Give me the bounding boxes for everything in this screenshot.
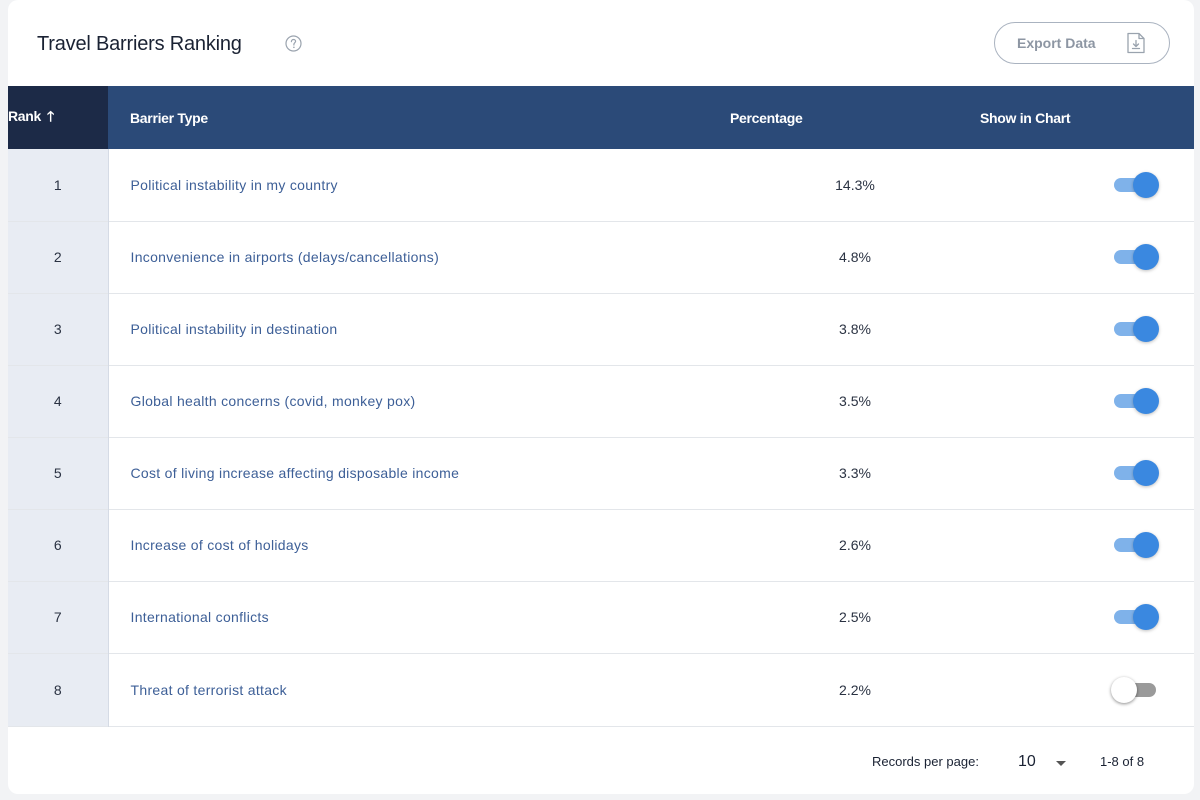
file-download-icon	[1126, 32, 1146, 54]
barrier-type-cell: Inconvenience in airports (delays/cancel…	[130, 249, 440, 265]
show-in-chart-toggle[interactable]	[1113, 604, 1159, 630]
travel-barriers-card: Travel Barriers Ranking Export Data	[8, 0, 1194, 794]
show-in-chart-cell	[980, 653, 1194, 726]
percentage-cell: 14.3%	[835, 176, 875, 193]
toggle-knob	[1133, 604, 1159, 630]
toggle-knob	[1133, 532, 1159, 558]
table-row: 4 Global health concerns (covid, monkey p…	[8, 365, 1194, 437]
show-in-chart-cell	[980, 365, 1194, 437]
show-in-chart-toggle[interactable]	[1113, 388, 1159, 414]
percentage-cell: 3.8%	[839, 321, 871, 337]
barrier-type-cell: Cost of living increase affecting dispos…	[130, 465, 460, 481]
barrier-type-cell: Political instability in my country	[130, 176, 338, 193]
rank-cell: 3	[8, 293, 109, 365]
rank-cell: 8	[8, 653, 109, 726]
barrier-type-cell: International conflicts	[130, 609, 269, 625]
rank-cell: 1	[8, 149, 109, 221]
show-in-chart-column-header[interactable]: Show in Chart	[980, 109, 1071, 126]
rank-cell: 5	[8, 437, 109, 509]
table-body: 1 Political instability in my country 14.3…	[8, 149, 1194, 726]
barrier-type-cell: Increase of cost of holidays	[130, 537, 309, 553]
help-icon[interactable]	[285, 35, 302, 52]
rank-cell: 2	[8, 221, 109, 293]
show-in-chart-toggle[interactable]	[1113, 460, 1159, 486]
show-in-chart-cell	[980, 509, 1194, 581]
toggle-knob	[1133, 316, 1159, 342]
page-size-value: 10	[1018, 753, 1036, 770]
card-title: Travel Barriers Ranking	[37, 33, 242, 55]
records-per-page-label: Records per page:	[872, 754, 979, 769]
export-data-label: Export Data	[1017, 35, 1096, 51]
show-in-chart-cell	[980, 149, 1194, 221]
table-row: 1 Political instability in my country 14.3…	[8, 149, 1194, 221]
caret-down-icon	[1056, 761, 1066, 766]
rank-cell: 7	[8, 581, 109, 653]
table-header-row: Rank 🡑 Barrier Type Percentage Show in Ch…	[8, 86, 1194, 149]
toggle-knob	[1111, 676, 1137, 703]
card-header: Travel Barriers Ranking Export Data	[8, 0, 1194, 86]
pagination-footer: Records per page: 10 1-8 of 8	[8, 730, 1194, 794]
rank-column-header[interactable]: Rank 🡑	[8, 86, 108, 149]
barrier-type-column-header[interactable]: Barrier Type	[130, 109, 208, 126]
rank-cell: 6	[8, 509, 109, 581]
show-in-chart-toggle[interactable]	[1113, 171, 1159, 198]
percentage-cell: 2.2%	[839, 681, 871, 698]
toggle-knob	[1133, 244, 1159, 270]
arrow-up-icon: 🡑	[47, 107, 55, 124]
table-row: 7 International conflicts 2.5%	[8, 581, 1194, 653]
percentage-cell: 2.5%	[839, 609, 871, 625]
percentage-cell: 2.6%	[839, 537, 871, 553]
percentage-cell: 4.8%	[839, 249, 871, 265]
barrier-type-cell: Global health concerns (covid, monkey po…	[130, 393, 416, 409]
table-row: 2 Inconvenience in airports (delays/cance…	[8, 221, 1194, 293]
table-row: 6 Increase of cost of holidays 2.6%	[8, 509, 1194, 581]
show-in-chart-toggle[interactable]	[1113, 316, 1159, 342]
page-size-select[interactable]: 10	[1018, 752, 1074, 774]
show-in-chart-cell	[980, 437, 1194, 509]
page-range: 1-8 of 8	[1100, 754, 1145, 769]
table-row: 3 Political instability in destination 3.8…	[8, 293, 1194, 365]
toggle-knob	[1133, 171, 1159, 198]
percentage-column-header[interactable]: Percentage	[730, 109, 803, 126]
table-row: 8 Threat of terrorist attack 2.2%	[8, 653, 1194, 726]
show-in-chart-cell	[980, 293, 1194, 365]
toggle-knob	[1133, 460, 1159, 486]
table-row: 5 Cost of living increase affecting dispo…	[8, 437, 1194, 509]
barriers-table: Rank 🡑 Barrier Type Percentage Show in Ch…	[8, 86, 1194, 727]
show-in-chart-cell	[980, 581, 1194, 653]
barrier-type-cell: Political instability in destination	[130, 321, 338, 337]
rank-cell: 4	[8, 365, 109, 437]
toggle-knob	[1133, 388, 1159, 414]
rank-header-label: Rank	[8, 107, 42, 124]
show-in-chart-toggle[interactable]	[1113, 532, 1159, 558]
show-in-chart-cell	[980, 221, 1194, 293]
export-data-button[interactable]: Export Data	[994, 22, 1170, 64]
show-in-chart-toggle[interactable]	[1113, 244, 1159, 270]
percentage-cell: 3.3%	[839, 465, 871, 481]
barrier-type-cell: Threat of terrorist attack	[130, 681, 287, 698]
percentage-cell: 3.5%	[839, 393, 871, 409]
show-in-chart-toggle[interactable]	[1111, 676, 1159, 703]
